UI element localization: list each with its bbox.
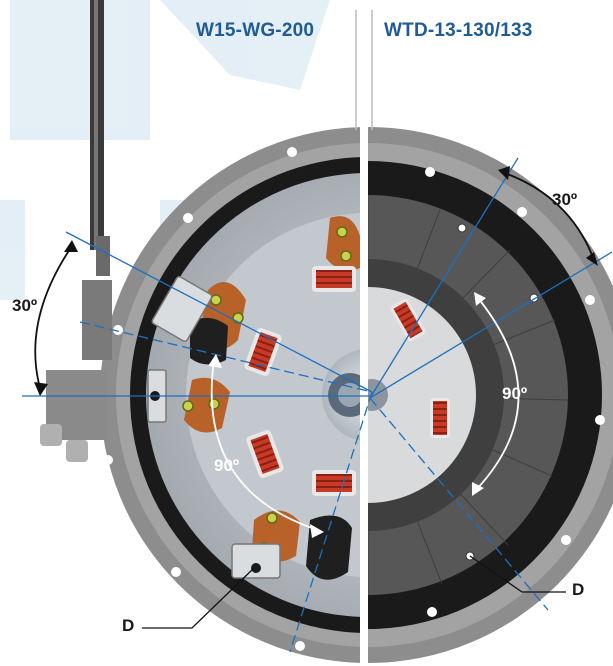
arc-arrowheads	[34, 166, 598, 538]
right-arc-90	[475, 297, 520, 491]
right-guide-lines	[369, 157, 613, 611]
left-arc-30	[34, 245, 73, 389]
d-leader-lines	[142, 555, 566, 629]
left-bracket-top	[151, 275, 213, 343]
right-coil-springs	[390, 298, 450, 438]
left-d-label: D	[122, 616, 135, 635]
right-angle-90-label: 90º	[502, 384, 528, 403]
left-brake-assembly	[100, 127, 360, 663]
right-angle-30-label: 30º	[552, 190, 578, 209]
left-bracket-bottom	[231, 543, 281, 579]
manual-release-lever	[40, 0, 112, 462]
left-angle-30-label: 30º	[12, 296, 38, 315]
left-guide-lines	[22, 231, 373, 653]
right-model-heading: WTD-13-130/133	[384, 20, 533, 41]
left-model-heading: W15-WG-200	[196, 20, 315, 41]
left-coil-springs	[244, 266, 356, 496]
angle-arcs	[34, 171, 595, 531]
left-housing-holes	[103, 147, 305, 651]
left-arc-90	[210, 359, 319, 531]
left-angle-90-label: 90º	[214, 456, 240, 475]
right-housing-holes	[425, 167, 605, 617]
right-brake-assembly	[368, 127, 613, 663]
right-d-label: D	[572, 580, 585, 599]
right-arc-30	[501, 171, 595, 261]
